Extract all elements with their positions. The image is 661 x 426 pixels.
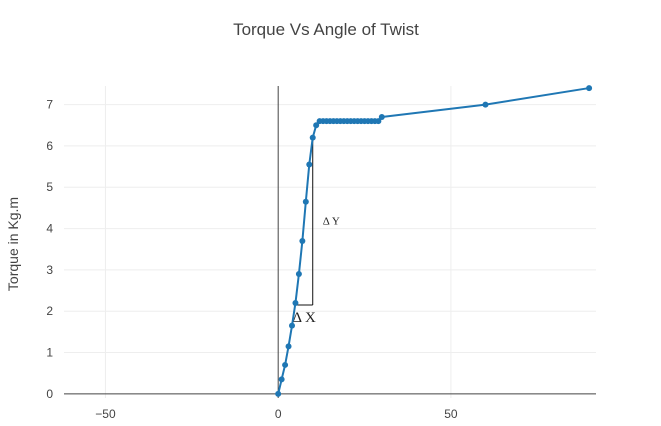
y-tick-label: 5 (46, 180, 53, 194)
data-point (289, 322, 295, 329)
x-tick-label: −50 (95, 407, 116, 421)
data-point (292, 299, 299, 306)
data-point (378, 113, 385, 120)
axes (64, 86, 596, 398)
slope-annotation: Δ Y Δ X (292, 137, 340, 326)
data-point (285, 343, 292, 350)
y-tick-label: 6 (46, 139, 53, 153)
chart-title: Torque Vs Angle of Twist (233, 20, 419, 39)
data-point (295, 271, 302, 278)
delta-y-label: Δ Y (323, 215, 340, 227)
delta-x-label: Δ X (292, 310, 316, 326)
y-tick-label: 4 (46, 222, 53, 236)
data-point (278, 376, 285, 383)
data-point (309, 134, 316, 141)
data-point (482, 101, 489, 108)
tick-labels: 0 1 2 3 4 5 6 7 −50 0 50 (46, 98, 458, 421)
data-point (275, 390, 282, 397)
y-tick-label: 1 (46, 346, 53, 360)
data-point (302, 198, 309, 205)
y-axis-label: Torque in Kg.m (5, 197, 21, 291)
y-tick-label: 0 (46, 387, 53, 401)
data-point (299, 237, 306, 244)
grid-lines (64, 86, 596, 398)
x-tick-label: 0 (275, 407, 282, 421)
data-point (313, 122, 320, 129)
data-point (282, 361, 289, 368)
y-tick-label: 3 (46, 263, 53, 277)
data-point (375, 118, 382, 125)
x-tick-label: 50 (444, 407, 458, 421)
y-tick-label: 2 (46, 304, 53, 318)
data-point (586, 85, 593, 92)
data-point (306, 161, 313, 168)
series-line (277, 87, 590, 395)
series-layer (275, 85, 593, 397)
y-tick-label: 7 (46, 98, 53, 112)
